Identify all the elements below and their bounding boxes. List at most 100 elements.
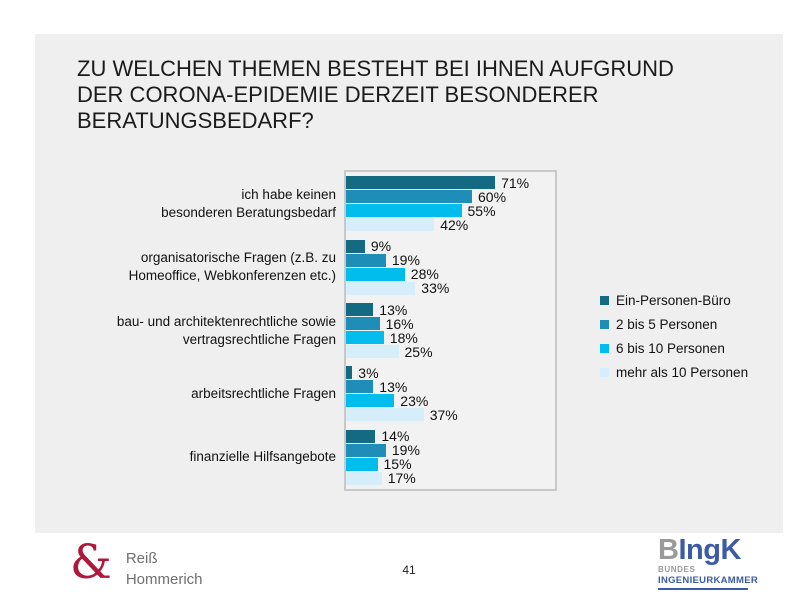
bar (346, 408, 424, 422)
bar-row: 9% (346, 238, 555, 255)
bar-value-label: 33% (421, 280, 450, 297)
slide: ZU WELCHEN THEMEN BESTEHT BEI IHNEN AUFG… (35, 34, 783, 533)
bar-value-label: 37% (429, 406, 458, 423)
bingk-letters-ingk: IngK (678, 534, 741, 566)
bingk-letter-b: B (658, 534, 679, 566)
bar-row: 71% (346, 174, 555, 191)
bar-value-label: 71% (501, 174, 530, 191)
bar-row: 33% (346, 280, 555, 297)
bar-value-label: 60% (478, 188, 507, 205)
bar (346, 267, 405, 281)
bar-value-label: 42% (440, 216, 469, 233)
bar-value-label: 14% (381, 428, 410, 445)
bar (346, 471, 382, 485)
bar (346, 394, 395, 408)
bar (346, 366, 353, 380)
bingk-wordmark: BIngK (658, 534, 758, 566)
bar-value-label: 18% (389, 329, 418, 346)
bar-row: 17% (346, 470, 555, 487)
legend-label: 2 bis 5 Personen (616, 316, 718, 332)
bar-row: 23% (346, 392, 555, 409)
legend-label: Ein-Personen-Büro (616, 292, 731, 308)
bar-value-label: 9% (370, 238, 392, 255)
legend-label: mehr als 10 Personen (616, 364, 749, 380)
bar-row: 25% (346, 343, 555, 360)
reiss-hommerich-logo: & Reiß Hommerich (70, 539, 203, 590)
legend-color-marker (600, 295, 609, 305)
bar-row: 37% (346, 406, 555, 423)
chart-category-labels: ich habe keinen besonderen Beratungsbeda… (46, 172, 336, 489)
legend-color-marker (600, 319, 609, 329)
bar-row: 3% (346, 364, 555, 381)
category-label: organisatorische Fragen (z.B. zu Homeoff… (128, 250, 336, 284)
ampersand-logo-mark: & (70, 535, 112, 590)
bar (346, 331, 384, 345)
bar-row: 13% (346, 301, 555, 318)
bar-value-label: 55% (467, 202, 496, 219)
chart-plot-area: 71% 60% 55% 42% 9% 19% 28% 33% 13% 16% 18% 25% 3% 13%… (346, 172, 555, 489)
bar-value-label: 17% (387, 470, 416, 487)
bar-group: 14% 19% 15% 17% (346, 426, 555, 489)
bar (346, 239, 365, 253)
bar-value-label: 25% (404, 343, 433, 360)
bar-row: 19% (346, 442, 555, 459)
category-label: bau- und architektenrechtliche sowie ver… (116, 313, 336, 347)
legend-item: 2 bis 5 Personen (600, 316, 810, 332)
logo-line-hommerich: Hommerich (125, 571, 203, 588)
bar-row: 13% (346, 378, 555, 395)
bar (346, 443, 386, 457)
logo-line-reiss: Reiß (125, 550, 158, 567)
bar-value-label: 23% (400, 392, 429, 409)
bar (346, 457, 378, 471)
reiss-hommerich-wordmark: Reiß Hommerich (126, 548, 203, 590)
bingk-logo: BIngK BUNDES INGENIEURKAMMER (658, 534, 759, 590)
category-label: arbeitsrechtliche Fragen (191, 385, 336, 401)
bar-group: 9% 19% 28% 33% (346, 235, 555, 298)
bingk-underline (658, 588, 748, 590)
bar-value-label: 13% (379, 301, 408, 318)
category-label: finanzielle Hilfsangebote (189, 449, 336, 465)
bar-value-label: 19% (391, 442, 420, 459)
legend-item: mehr als 10 Personen (600, 364, 810, 380)
legend-item: 6 bis 10 Personen (600, 340, 810, 356)
legend-color-marker (600, 367, 609, 377)
bar-group: 13% 16% 18% 25% (346, 299, 555, 362)
legend-label: 6 bis 10 Personen (616, 340, 725, 356)
bar-row: 28% (346, 266, 555, 283)
bar-row: 14% (346, 428, 555, 445)
bar (346, 380, 374, 394)
bar-value-label: 13% (379, 378, 408, 395)
bar (346, 281, 416, 295)
bar (346, 253, 386, 267)
bar (346, 218, 435, 232)
bar-group: 3% 13% 23% 37% (346, 362, 555, 425)
bar (346, 204, 462, 218)
bar-row: 60% (346, 188, 555, 205)
bar-row: 19% (346, 252, 555, 269)
bar-value-label: 3% (358, 364, 379, 381)
bar (346, 317, 380, 331)
page-number: 41 (402, 563, 416, 577)
bar-value-label: 15% (383, 456, 412, 473)
bar (346, 176, 496, 190)
bar-row: 18% (346, 329, 555, 346)
bar (346, 345, 399, 359)
bingk-subtitle-bundes: BUNDES (658, 565, 696, 574)
bar-row: 16% (346, 315, 555, 332)
legend-item: Ein-Personen-Büro (600, 292, 810, 308)
bar-row: 15% (346, 456, 555, 473)
bar-chart: ich habe keinen besonderen Beratungsbeda… (117, 170, 748, 491)
bar (346, 303, 374, 317)
bar-value-label: 28% (410, 266, 439, 283)
legend-color-marker (600, 343, 609, 353)
chart-legend: Ein-Personen-Büro 2 bis 5 Personen 6 bis 1… (600, 292, 810, 380)
bingk-subtitle-ingenieurkammer: INGENIEURKAMMER (658, 575, 759, 586)
bar (346, 190, 472, 204)
bar (346, 429, 376, 443)
bar-row: 42% (346, 216, 555, 233)
slide-title: ZU WELCHEN THEMEN BESTEHT BEI IHNEN AUFG… (77, 56, 674, 133)
bar-value-label: 19% (391, 252, 420, 269)
category-label: ich habe keinen besonderen Beratungsbeda… (161, 186, 336, 220)
bar-value-label: 16% (385, 315, 414, 332)
bar-row: 55% (346, 202, 555, 219)
